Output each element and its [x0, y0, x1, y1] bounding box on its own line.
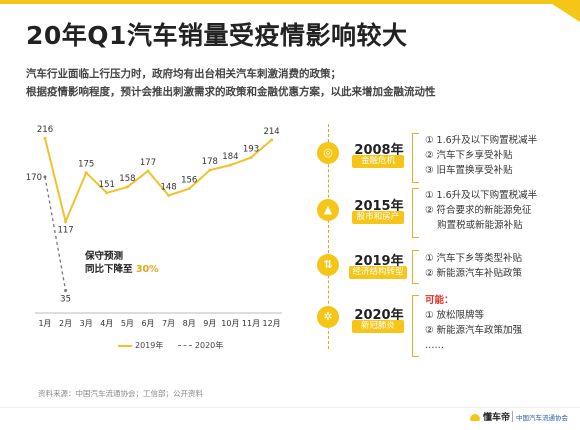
data-label: 117 — [57, 226, 73, 236]
forecast-line-1: 保守预测 — [85, 251, 124, 262]
data-label: 148 — [160, 182, 176, 192]
list-item: …… — [425, 340, 444, 351]
virus-icon: ✲ — [317, 306, 339, 328]
partner-logo: 中国汽车流通协会 — [516, 414, 568, 422]
data-point — [249, 156, 253, 160]
timeline-header-2020: 可能： — [425, 295, 454, 306]
data-label: 35 — [60, 295, 71, 305]
car-logo-icon — [470, 414, 480, 421]
x-tick-label: 2月 — [59, 319, 72, 328]
page-title: 20年Q1汽车销量受疫情影响较大 — [26, 21, 408, 50]
x-tick-label: 8月 — [183, 319, 196, 328]
timeline-year-2015: 2015年 — [354, 199, 404, 214]
timeline-year-2019: 2019年 — [354, 254, 404, 269]
forecast-annotation: 保守预测 同比下降至 30% — [85, 250, 159, 276]
data-point — [64, 220, 68, 224]
data-label: 158 — [119, 174, 135, 184]
series-line-2020年 — [44, 176, 67, 291]
data-point — [228, 163, 232, 167]
list-item: ③ 旧车置换享受补贴 — [425, 165, 513, 176]
list-item: 购置税或新能源补贴 — [425, 220, 523, 231]
legend-label-2020: 2020年 — [194, 341, 224, 350]
x-tick-label: 6月 — [141, 319, 154, 328]
x-tick-label: 9月 — [203, 319, 216, 328]
legend-swatch-2020 — [177, 345, 192, 346]
subtitle-line-1: 汽车行业面临上行压力时，政府均有出台相关汽车刺激消费的政策； — [26, 68, 341, 80]
timeline-tag-2020: 新冠肺炎 — [352, 320, 404, 333]
data-point — [105, 191, 109, 195]
data-label: 184 — [222, 152, 238, 162]
x-tick-label: 12月 — [263, 319, 281, 328]
forecast-highlight: 30% — [135, 264, 159, 275]
x-tick-label: 4月 — [100, 319, 113, 328]
data-label: 193 — [243, 145, 259, 155]
list-item: ① 1.6升及以下购置税减半 — [425, 190, 538, 201]
x-tick-label: 3月 — [80, 319, 93, 328]
timeline-year-2020: 2020年 — [354, 308, 404, 323]
footer-divider — [0, 407, 580, 408]
timeline-items-2008: ① 1.6升及以下购置税减半 ② 汽车下乡享受补贴 ③ 旧车置换享受补贴 — [425, 133, 537, 178]
arrows-icon: ⇅ — [317, 254, 339, 276]
data-point — [187, 187, 191, 191]
timeline-tag-2019: 经济结构转型 — [349, 266, 407, 279]
chart-legend: 2019年 2020年 — [118, 340, 223, 351]
top-accent-bar — [0, 0, 580, 4]
list-item: ② 汽车下乡享受补贴 — [425, 150, 513, 161]
x-tick-label: 10月 — [221, 319, 239, 328]
data-label: 216 — [37, 125, 53, 135]
timeline-brace-2020 — [412, 295, 419, 357]
timeline-tag-2015: 股市和房产 — [352, 211, 404, 224]
timeline-brace-2008 — [412, 133, 419, 183]
list-item: ① 放松限牌等 — [425, 310, 485, 321]
data-point — [84, 171, 88, 175]
brand-name: 懂车帝 — [483, 413, 511, 423]
timeline-brace-2019 — [412, 250, 419, 284]
data-label: 170 — [26, 173, 42, 183]
x-tick-label: 11月 — [242, 319, 260, 328]
data-point — [43, 136, 47, 140]
data-point — [270, 138, 274, 142]
data-point — [167, 193, 171, 197]
legend-swatch-2019 — [118, 344, 132, 347]
legend-label-2019: 2019年 — [135, 341, 164, 350]
timeline-year-2008: 2008年 — [354, 143, 404, 158]
data-label: 175 — [78, 160, 94, 170]
list-item: ① 汽车下乡等类型补贴 — [425, 253, 523, 264]
coins-icon: ◎ — [317, 142, 339, 164]
timeline-items-2015: ① 1.6升及以下购置税减半 ② 符合要求的新能源免征 购置税或新能源补贴 — [425, 188, 537, 233]
data-point — [208, 168, 212, 172]
data-point — [125, 185, 129, 189]
footer-separator — [512, 411, 513, 422]
list-item: ② 新能源汽车政策加强 — [425, 325, 523, 336]
data-point — [146, 169, 150, 173]
timeline-axis — [328, 124, 329, 349]
x-tick-label: 7月 — [162, 319, 175, 328]
data-label: 151 — [99, 180, 115, 190]
data-label: 156 — [181, 176, 197, 186]
timeline-tag-2008: 金融危机 — [352, 155, 404, 168]
timeline-brace-2015 — [412, 188, 419, 238]
brand-logo: 懂车帝 — [470, 410, 510, 423]
subtitle-line-2: 根据疫情影响程度，预计会推出刺激需求的政策和金融优惠方案，以此来增加金融流动性 — [26, 86, 436, 98]
data-label: 178 — [202, 157, 218, 167]
data-label: 214 — [263, 127, 279, 137]
source-note: 资料来源：中国汽车流通协会；工信部；公开资料 — [38, 389, 203, 398]
data-point — [43, 175, 47, 179]
list-item: ② 符合要求的新能源免征 — [425, 205, 532, 216]
x-tick-label: 1月 — [38, 319, 51, 328]
forecast-line-2: 同比下降至 — [85, 264, 133, 275]
list-item: ① 1.6升及以下购置税减半 — [425, 135, 538, 146]
data-label: 177 — [140, 158, 156, 168]
warning-icon: ▲ — [317, 199, 339, 221]
list-item: ② 新能源汽车补贴政策 — [425, 268, 523, 279]
timeline-items-2020: 可能： ① 放松限牌等 ② 新能源汽车政策加强 …… — [425, 293, 522, 353]
timeline-items-2019: ① 汽车下乡等类型补贴 ② 新能源汽车补贴政策 — [425, 251, 522, 281]
series-line-2019年 — [44, 137, 273, 225]
x-tick-label: 5月 — [121, 319, 134, 328]
data-point — [64, 289, 68, 293]
